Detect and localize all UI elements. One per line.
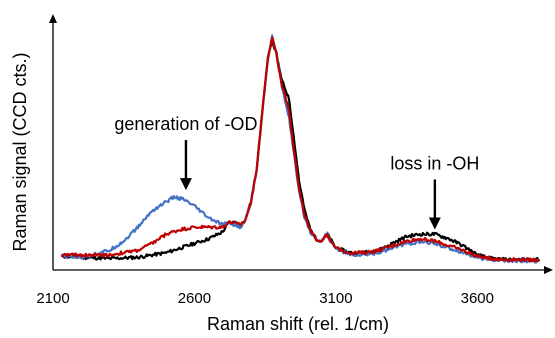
series-line-2 (60, 34, 541, 264)
annotation-text-2: loss in -OH (390, 154, 479, 174)
annotation-text-1: generation of -OD (114, 114, 257, 134)
series-layer (60, 34, 541, 264)
x-tick-labels: 2100 2600 3100 3600 (36, 290, 494, 307)
axes-layer (49, 14, 553, 274)
annotation-arrowhead-2 (428, 217, 441, 230)
x-tick-label: 3100 (319, 290, 352, 307)
x-tick-label: 2600 (178, 290, 211, 307)
y-axis-arrowhead (49, 14, 57, 23)
annotations: generation of -OD loss in -OH (114, 114, 479, 230)
series-line-3 (60, 36, 541, 263)
annotation-arrowhead-1 (179, 178, 192, 191)
x-tick-label: 2100 (36, 290, 69, 307)
x-axis-arrowhead (544, 266, 553, 274)
x-tick-label: 3600 (461, 290, 494, 307)
series-line-1 (60, 42, 540, 263)
y-axis-label: Raman signal (CCD cts.) (10, 52, 30, 251)
x-axis-label: Raman shift (rel. 1/cm) (207, 314, 389, 334)
